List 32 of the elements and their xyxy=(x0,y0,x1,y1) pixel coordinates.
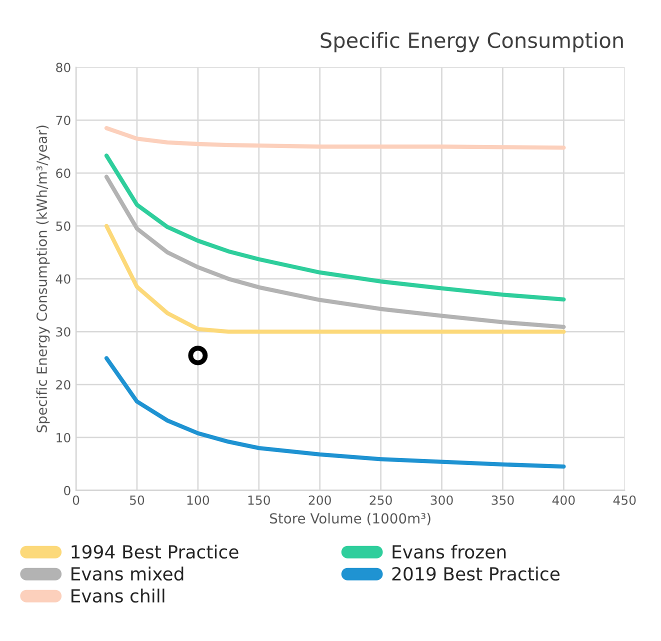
x-tick-label: 300 xyxy=(430,495,453,505)
chart-title: Specific Energy Consumption xyxy=(320,32,623,52)
legend-label: 2019 Best Practice xyxy=(392,566,560,581)
legend-label: 1994 Best Practice xyxy=(72,544,238,559)
x-tick-label: 350 xyxy=(492,495,514,505)
y-tick-label: 40 xyxy=(56,274,70,284)
x-tick-label: 150 xyxy=(248,495,270,505)
y-tick-label: 0 xyxy=(64,486,70,496)
y-tick-label: 80 xyxy=(56,62,70,72)
legend-label: Evans mixed xyxy=(72,566,184,581)
y-tick-label: 30 xyxy=(56,327,70,337)
x-axis-title: Store Volume (1000m³) xyxy=(270,512,430,526)
legend-label: Evans chill xyxy=(72,588,164,603)
legend-label: Evans frozen xyxy=(392,544,506,559)
line-series xyxy=(104,174,566,330)
x-tick-label: 0 xyxy=(72,495,80,505)
x-tick-label: 50 xyxy=(130,495,144,505)
y-axis-title: Specific Energy Consumption (kWh/m³/year) xyxy=(36,126,50,432)
line-series xyxy=(104,356,566,469)
y-tick-label: 20 xyxy=(56,380,70,390)
y-tick-label: 10 xyxy=(56,432,70,442)
y-tick-label: 50 xyxy=(56,221,70,231)
x-tick-label: 100 xyxy=(187,495,210,505)
line-series xyxy=(104,224,566,334)
x-tick-label: 400 xyxy=(552,495,575,505)
y-tick-label: 70 xyxy=(56,116,70,126)
x-tick-label: 450 xyxy=(613,495,636,505)
y-tick-label: 60 xyxy=(56,168,70,178)
x-tick-label: 200 xyxy=(308,495,331,505)
line-series xyxy=(104,126,566,150)
line-series xyxy=(104,154,566,302)
x-tick-label: 250 xyxy=(370,495,392,505)
